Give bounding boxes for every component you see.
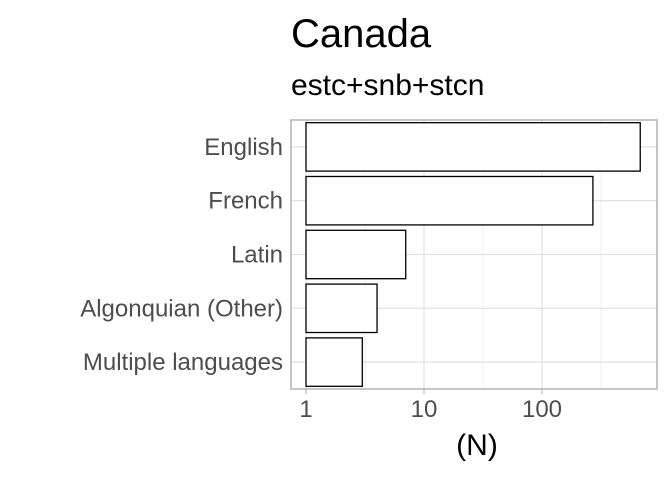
x-tick-label: 1	[299, 396, 312, 423]
category-label: English	[204, 134, 283, 161]
bar-latin	[305, 229, 407, 280]
x-axis-title: (N)	[456, 429, 498, 462]
panel-border	[290, 119, 658, 390]
x-axis-ticks: 1 10 100	[299, 389, 562, 423]
x-tick-label: 100	[522, 396, 562, 423]
bar-english	[305, 122, 641, 172]
category-label: Algonquian (Other)	[80, 295, 283, 322]
bars	[305, 122, 641, 387]
category-label: Multiple languages	[83, 349, 283, 376]
chart-subtitle: estc+snb+stcn	[291, 69, 484, 102]
bar-multiple-languages	[305, 337, 363, 387]
bar-algonquian-other	[305, 283, 378, 334]
category-label: Latin	[231, 242, 283, 269]
x-tick-label: 10	[411, 396, 438, 423]
category-labels: English French Latin Algonquian (Other) Mult…	[80, 134, 283, 376]
category-label: French	[208, 188, 283, 215]
chart-title: Canada	[291, 12, 432, 56]
bar-french	[305, 175, 594, 226]
